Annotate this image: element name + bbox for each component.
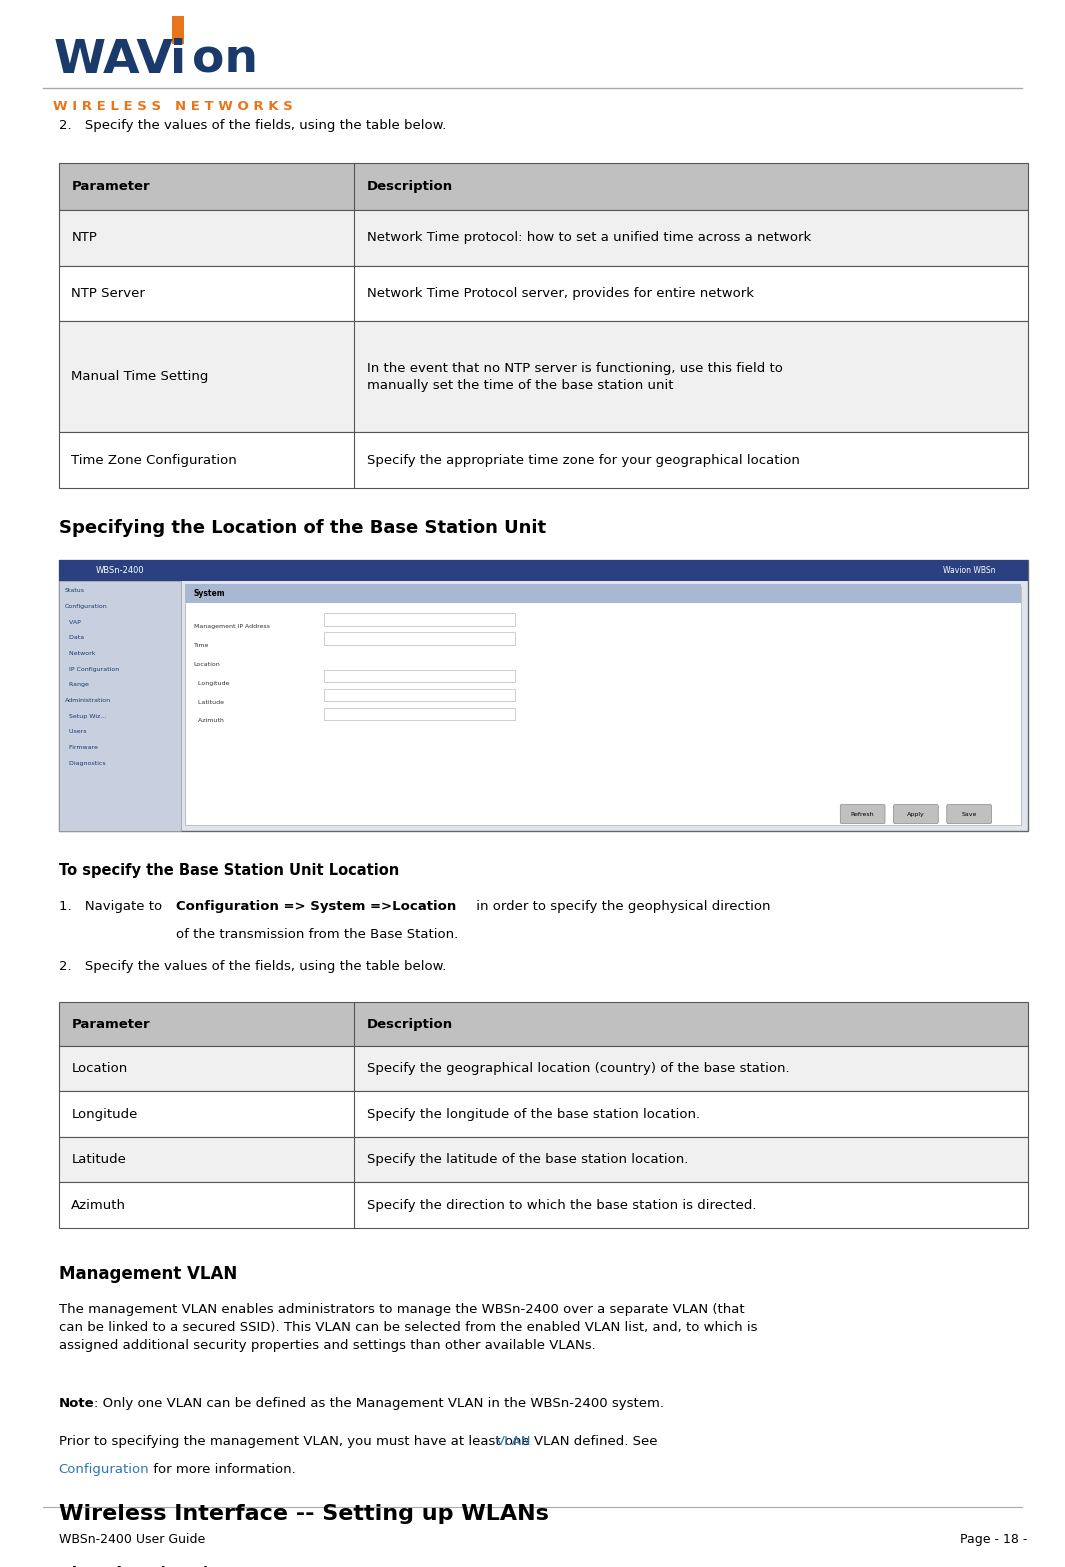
Text: Network Time protocol: how to set a unified time across a network: Network Time protocol: how to set a unif… — [367, 232, 812, 244]
Text: Configuration: Configuration — [59, 1464, 149, 1476]
Bar — [59, 432, 1028, 487]
Text: Firmware: Firmware — [65, 746, 98, 751]
Text: Network: Network — [65, 652, 96, 657]
Text: in order to specify the geophysical direction: in order to specify the geophysical dire… — [472, 899, 770, 914]
Text: Manual Time Setting: Manual Time Setting — [71, 370, 209, 384]
Text: for more information.: for more information. — [149, 1464, 296, 1476]
Text: Location: Location — [194, 661, 220, 668]
Text: 1. Navigate to: 1. Navigate to — [59, 899, 166, 914]
Text: NTP Server: NTP Server — [71, 287, 145, 299]
Text: Status: Status — [65, 589, 85, 594]
Bar — [59, 559, 1028, 831]
Text: Prior to specifying the management VLAN, you must have at least one VLAN defined: Prior to specifying the management VLAN,… — [59, 1435, 661, 1448]
Text: Administration: Administration — [65, 699, 111, 704]
Text: Wireless Interface -- Setting up WLANs: Wireless Interface -- Setting up WLANs — [59, 1504, 548, 1523]
Bar — [185, 588, 1021, 824]
Text: Specify the latitude of the base station location.: Specify the latitude of the base station… — [367, 1153, 688, 1166]
Text: WAV: WAV — [53, 38, 174, 83]
Text: Save: Save — [962, 812, 977, 816]
Text: Longitude: Longitude — [194, 682, 229, 686]
Text: 2. Specify the values of the fields, using the table below.: 2. Specify the values of the fields, usi… — [59, 959, 446, 973]
Text: Specify the longitude of the base station location.: Specify the longitude of the base statio… — [367, 1108, 700, 1120]
Text: W I R E L E S S   N E T W O R K S: W I R E L E S S N E T W O R K S — [53, 100, 293, 113]
Bar — [59, 561, 1028, 581]
Text: VLAN: VLAN — [496, 1435, 531, 1448]
Text: : Only one VLAN can be defined as the Management VLAN in the WBSn-2400 system.: : Only one VLAN can be defined as the Ma… — [94, 1398, 663, 1410]
Text: NTP: NTP — [71, 232, 97, 244]
Text: Page - 18 -: Page - 18 - — [961, 1533, 1028, 1545]
Text: WBSn-2400: WBSn-2400 — [96, 566, 145, 575]
Text: Configuration: Configuration — [65, 603, 108, 610]
Text: Latitude: Latitude — [71, 1153, 127, 1166]
Text: Refresh: Refresh — [851, 812, 874, 816]
Text: Diagnostics: Diagnostics — [65, 762, 105, 766]
Text: on: on — [192, 38, 258, 83]
Text: Note: Note — [59, 1398, 94, 1410]
Text: Azimuth: Azimuth — [194, 718, 224, 724]
Text: Users: Users — [65, 730, 86, 735]
Text: Azimuth: Azimuth — [71, 1199, 127, 1211]
Text: Description: Description — [367, 180, 453, 193]
Text: Specify the direction to which the base station is directed.: Specify the direction to which the base … — [367, 1199, 756, 1211]
Text: Specifying the Location of the Base Station Unit: Specifying the Location of the Base Stat… — [59, 520, 545, 537]
Text: VAP: VAP — [65, 621, 81, 625]
Bar — [59, 210, 1028, 265]
Text: Specify the appropriate time zone for your geographical location: Specify the appropriate time zone for yo… — [367, 454, 800, 467]
Bar — [59, 1047, 1028, 1092]
FancyBboxPatch shape — [894, 805, 938, 824]
Bar — [59, 1138, 1028, 1183]
Text: Apply: Apply — [907, 812, 924, 816]
Text: Latitude: Latitude — [194, 700, 224, 705]
Text: Time: Time — [194, 644, 209, 649]
Text: of the transmission from the Base Station.: of the transmission from the Base Statio… — [176, 928, 458, 942]
Text: Parameter: Parameter — [71, 180, 150, 193]
Bar — [59, 163, 1028, 210]
Bar — [59, 1092, 1028, 1138]
Bar — [59, 321, 1028, 432]
Bar — [173, 16, 184, 44]
Bar — [324, 689, 515, 702]
Text: 2. Specify the values of the fields, using the table below.: 2. Specify the values of the fields, usi… — [59, 119, 446, 132]
Text: i: i — [170, 38, 186, 83]
Text: Description: Description — [367, 1017, 453, 1031]
Text: Location: Location — [71, 1062, 128, 1075]
Bar — [59, 265, 1028, 321]
Bar — [59, 580, 181, 831]
FancyBboxPatch shape — [840, 805, 885, 824]
Text: Management IP Address: Management IP Address — [194, 625, 269, 630]
Bar — [59, 1183, 1028, 1229]
Bar — [324, 708, 515, 721]
Text: WBSn-2400 User Guide: WBSn-2400 User Guide — [59, 1533, 204, 1545]
Text: Data: Data — [65, 636, 84, 641]
Bar — [185, 584, 1021, 602]
Text: Time Zone Configuration: Time Zone Configuration — [71, 454, 237, 467]
Text: Wavion WBSn: Wavion WBSn — [944, 566, 996, 575]
Text: Parameter: Parameter — [71, 1017, 150, 1031]
Text: Range: Range — [65, 683, 88, 688]
Text: System: System — [194, 589, 226, 597]
Bar — [59, 1003, 1028, 1047]
Bar — [324, 671, 515, 683]
FancyBboxPatch shape — [947, 805, 992, 824]
Text: The management VLAN enables administrators to manage the WBSn-2400 over a separa: The management VLAN enables administrato… — [59, 1304, 757, 1352]
Text: In the event that no NTP server is functioning, use this field to
manually set t: In the event that no NTP server is funct… — [367, 362, 783, 392]
Bar — [324, 613, 515, 625]
Text: To specify the Base Station Unit Location: To specify the Base Station Unit Locatio… — [59, 862, 398, 878]
Text: IP Configuration: IP Configuration — [65, 668, 119, 672]
Text: Management VLAN: Management VLAN — [59, 1266, 236, 1283]
Text: Longitude: Longitude — [71, 1108, 137, 1120]
Text: Network Time Protocol server, provides for entire network: Network Time Protocol server, provides f… — [367, 287, 754, 299]
Text: Configuration => System =>Location: Configuration => System =>Location — [176, 899, 456, 914]
Text: Specify the geographical location (country) of the base station.: Specify the geographical location (count… — [367, 1062, 789, 1075]
Text: Setup Wiz...: Setup Wiz... — [65, 715, 107, 719]
Bar — [324, 632, 515, 646]
